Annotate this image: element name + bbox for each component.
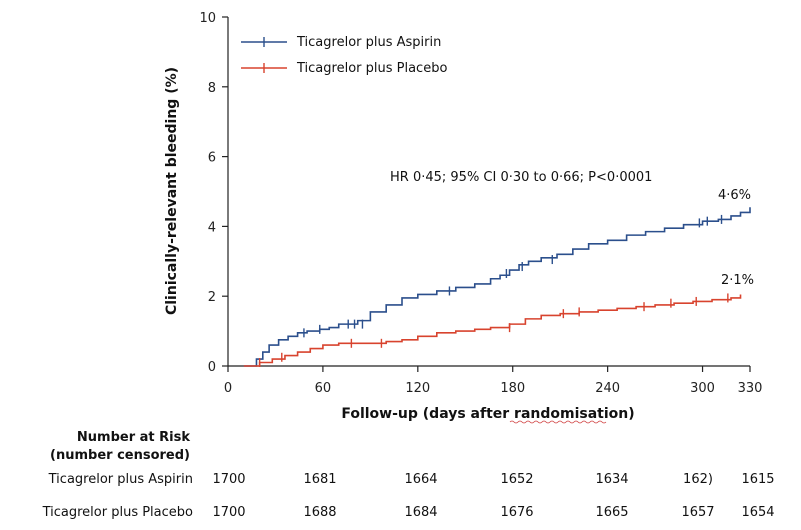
series-line-aspirin (243, 207, 751, 367)
end-label-aspirin: 4·6% (718, 188, 751, 203)
x-tick-label: 240 (595, 381, 620, 396)
risk-cell: 1681 (303, 472, 336, 487)
risk-table-header: Number at Risk (77, 430, 190, 445)
x-axis-title: Follow-up (days after randomisation) (341, 406, 634, 422)
risk-cell: 1684 (404, 505, 437, 520)
risk-cell: 1657 (681, 505, 714, 520)
risk-cell: 1700 (212, 472, 245, 487)
risk-table-subheader: (number censored) (50, 448, 190, 463)
x-tick-label: 300 (690, 381, 715, 396)
risk-cell: 1634 (595, 472, 628, 487)
risk-cell: 1700 (212, 505, 245, 520)
risk-cell: 1615 (741, 472, 774, 487)
risk-cell: 1654 (741, 505, 774, 520)
risk-cell: 1688 (303, 505, 336, 520)
x-tick-group: 0 60 120 180 240 300 330 (224, 366, 763, 396)
end-label-placebo: 2·1% (721, 273, 754, 288)
risk-cell: 162) (683, 472, 713, 487)
risk-row-label-aspirin: Ticagrelor plus Aspirin (48, 472, 193, 487)
series-layer (243, 207, 751, 368)
y-tick-label: 2 (208, 290, 216, 305)
legend: Ticagrelor plus Aspirin Ticagrelor plus … (241, 35, 447, 76)
legend-label-placebo: Ticagrelor plus Placebo (296, 61, 447, 76)
risk-table: Number at Risk (number censored) Ticagre… (42, 430, 775, 520)
y-tick-group: 0 2 4 6 8 10 (199, 11, 228, 375)
x-tick-label: 330 (738, 381, 763, 396)
x-tick-label: 180 (500, 381, 525, 396)
hazard-ratio-annotation: HR 0·45; 95% CI 0·30 to 0·66; P<0·0001 (390, 170, 652, 185)
y-tick-label: 10 (199, 11, 216, 26)
legend-label-aspirin: Ticagrelor plus Aspirin (296, 35, 441, 50)
y-tick-label: 4 (208, 220, 216, 235)
risk-cell: 1665 (595, 505, 628, 520)
y-axis-title: Clinically-relevant bleeding (%) (164, 67, 180, 315)
risk-cell: 1676 (500, 505, 533, 520)
y-tick-label: 0 (208, 360, 216, 375)
series-line-placebo (243, 294, 742, 367)
risk-cell: 1652 (500, 472, 533, 487)
risk-values: 1700 1681 1664 1652 1634 162) 1615 1700 1688 1684… (212, 472, 774, 520)
x-tick-label: 120 (405, 381, 430, 396)
risk-row-label-placebo: Ticagrelor plus Placebo (42, 505, 193, 520)
x-tick-label: 0 (224, 381, 232, 396)
x-tick-label: 60 (315, 381, 332, 396)
y-tick-label: 6 (208, 151, 216, 166)
spellcheck-underline (509, 420, 607, 424)
risk-cell: 1664 (404, 472, 437, 487)
y-tick-label: 8 (208, 81, 216, 96)
